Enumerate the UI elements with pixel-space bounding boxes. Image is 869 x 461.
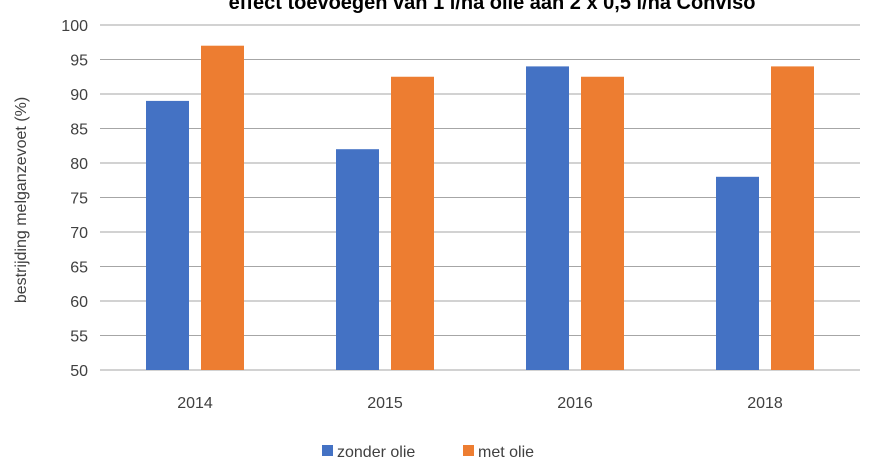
y-tick-label: 80 — [70, 156, 88, 173]
legend-label: met olie — [478, 444, 534, 461]
legend-swatch — [322, 445, 333, 456]
x-tick-label: 2018 — [747, 395, 783, 412]
y-tick-label: 75 — [70, 191, 88, 208]
y-tick-label: 70 — [70, 225, 88, 242]
y-tick-label: 55 — [70, 329, 88, 346]
bar — [336, 149, 379, 370]
bar — [526, 66, 569, 371]
y-tick-label: 65 — [70, 260, 88, 277]
x-tick-label: 2015 — [367, 395, 403, 412]
bar — [771, 66, 814, 371]
bar — [146, 100, 189, 371]
x-tick-label: 2014 — [177, 395, 213, 412]
bar — [391, 76, 434, 370]
bar — [201, 45, 244, 370]
bar — [581, 76, 624, 370]
legend-label: zonder olie — [337, 444, 415, 461]
bar — [716, 176, 759, 370]
y-tick-label: 50 — [70, 363, 88, 380]
y-tick-label: 60 — [70, 294, 88, 311]
y-tick-label: 90 — [70, 87, 88, 104]
y-tick-label: 85 — [70, 122, 88, 139]
y-tick-label: 100 — [61, 18, 88, 35]
chart-title: effect toevoegen van 1 l/ha olie aan 2 x… — [229, 0, 756, 14]
y-axis-label: bestrijding melganzevoet (%) — [13, 97, 30, 303]
legend-swatch — [463, 445, 474, 456]
x-tick-label: 2016 — [557, 395, 593, 412]
y-tick-label: 95 — [70, 53, 88, 70]
